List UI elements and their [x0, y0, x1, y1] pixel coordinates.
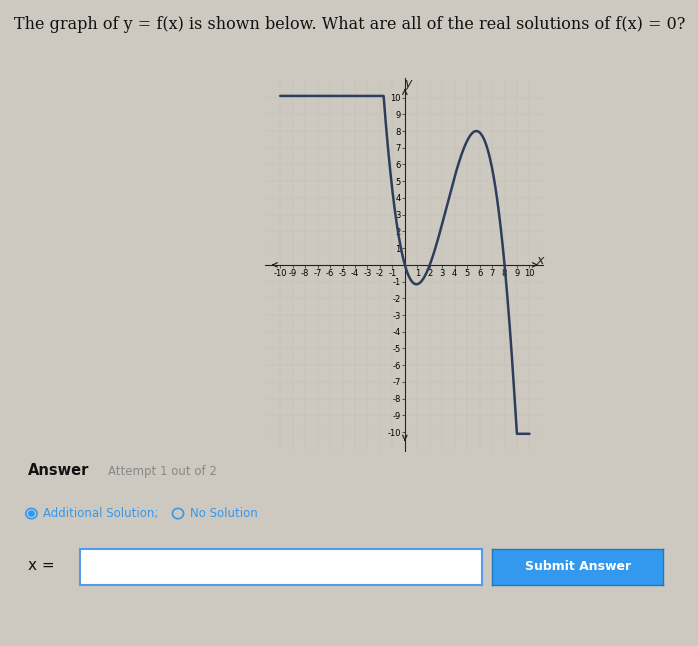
Text: x =: x =: [28, 557, 54, 573]
Text: No Solution: No Solution: [190, 507, 258, 520]
Text: The graph of y = f(x) is shown below. What are all of the real solutions of f(x): The graph of y = f(x) is shown below. Wh…: [14, 16, 685, 33]
Text: Attempt 1 out of 2: Attempt 1 out of 2: [108, 465, 217, 478]
Text: Additional Solution;: Additional Solution;: [43, 507, 158, 520]
Text: Submit Answer: Submit Answer: [524, 560, 631, 574]
Text: Answer: Answer: [28, 463, 89, 478]
Text: x: x: [536, 254, 544, 267]
Text: y: y: [404, 77, 412, 90]
